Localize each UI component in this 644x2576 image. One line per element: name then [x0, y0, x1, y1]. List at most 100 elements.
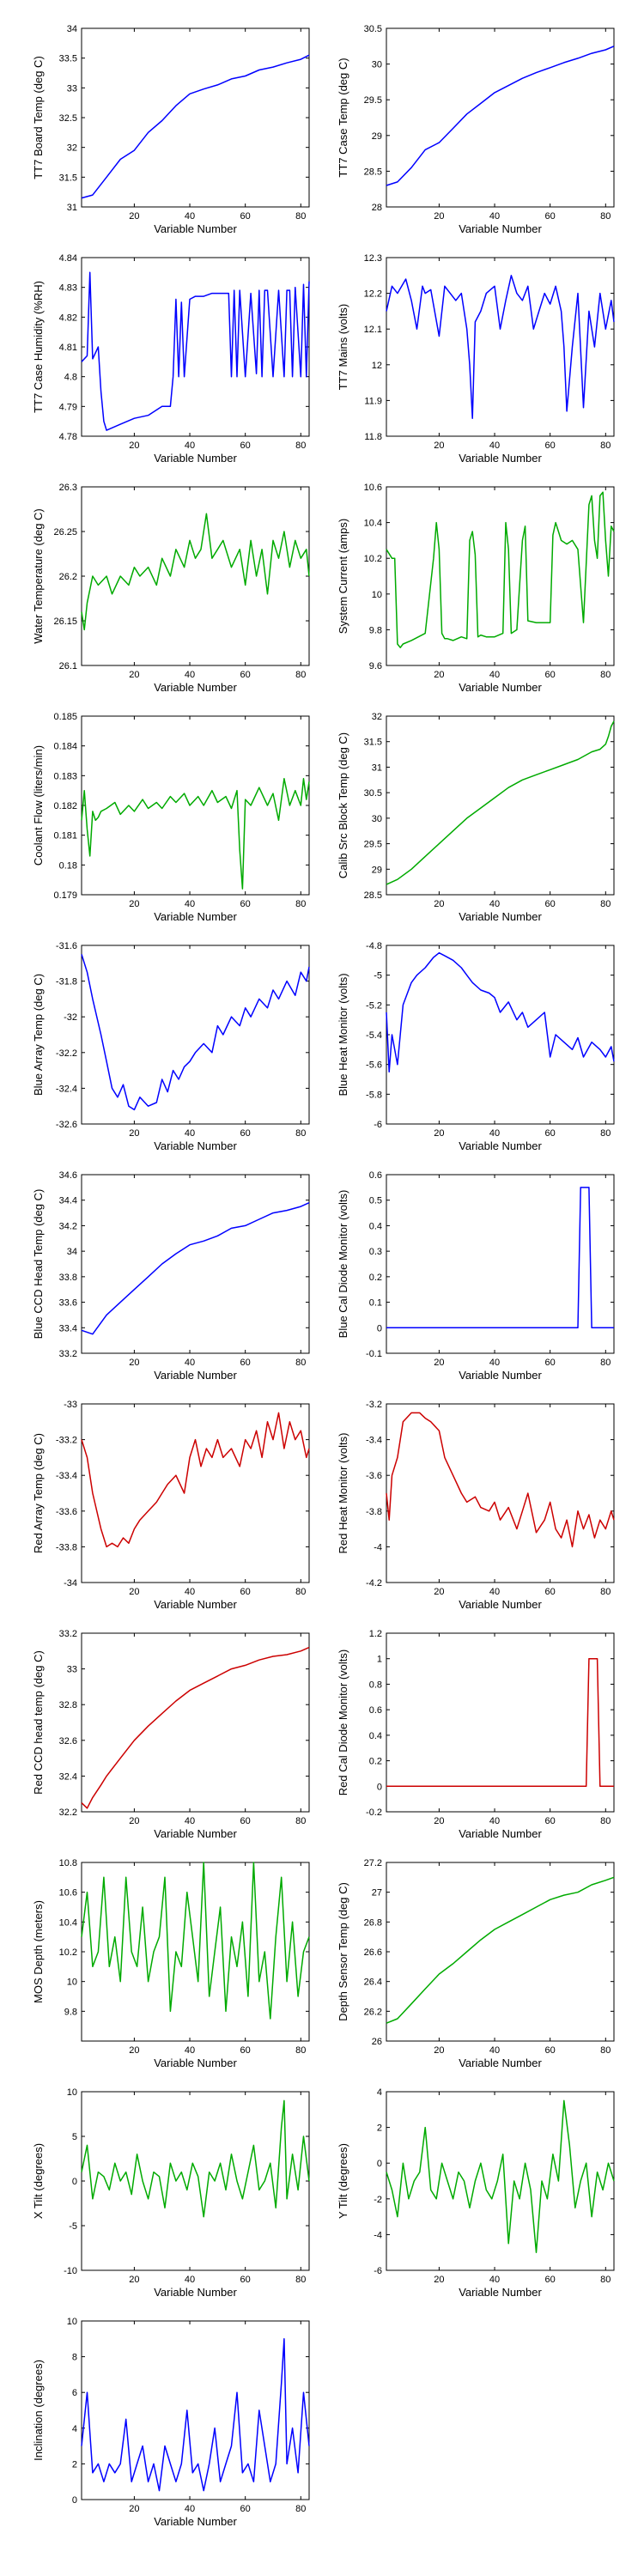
- series-line: [81, 1862, 310, 2020]
- x-tick-label: 60: [545, 211, 556, 222]
- y-tick-label: 0.3: [369, 1247, 382, 1257]
- x-axis-label: Variable Number: [154, 1827, 237, 1840]
- x-tick-label: 80: [295, 1816, 306, 1826]
- x-tick-label: 40: [489, 1358, 500, 1368]
- x-tick-label: 80: [295, 440, 306, 451]
- y-tick-label: 31: [372, 762, 382, 773]
- axes-frame: [386, 1862, 615, 2042]
- y-tick-label: 33.2: [59, 1349, 77, 1359]
- y-axis-label: System Current (amps): [337, 519, 349, 634]
- y-tick-label: 30.5: [364, 788, 382, 799]
- x-axis-label: Variable Number: [459, 2286, 542, 2299]
- axes-frame: [81, 2320, 310, 2500]
- x-axis-label: Variable Number: [154, 910, 237, 923]
- y-tick-label: -31.8: [56, 977, 77, 987]
- y-tick-label: 30: [372, 814, 382, 824]
- x-tick-label: 80: [600, 440, 611, 451]
- x-tick-label: 60: [240, 1587, 251, 1597]
- x-tick-label: 20: [129, 1587, 139, 1597]
- y-tick-label: 0.8: [369, 1680, 382, 1690]
- axes-frame: [386, 1174, 615, 1354]
- y-tick-label: 10: [67, 2087, 77, 2098]
- x-tick-label: 40: [185, 2504, 195, 2514]
- x-axis-label: Variable Number: [459, 1139, 542, 1152]
- x-tick-label: 80: [295, 670, 306, 680]
- y-tick-label: 32.8: [59, 1700, 77, 1710]
- y-tick-label: 5: [72, 2132, 77, 2142]
- series-line: [386, 1412, 615, 1548]
- y-tick-label: 29: [372, 131, 382, 142]
- series-line: [386, 1876, 615, 2024]
- chart-panel-14: 20 40 60 80 -4.2 -4 -3.8 -3.6 -3.4 -3.2 Variable N…: [337, 1400, 615, 1611]
- y-tick-label: 2: [72, 2459, 77, 2470]
- chart-panel-17: 20 40 60 80 9.8 10 10.2 10.4 10.6 10.8 Variable Nu…: [32, 1858, 310, 2069]
- series-line: [81, 1202, 310, 1335]
- y-tick-label: 4.78: [59, 432, 77, 442]
- x-tick-label: 40: [185, 1358, 195, 1368]
- x-tick-label: 40: [489, 440, 500, 451]
- x-tick-label: 40: [489, 211, 500, 222]
- y-tick-label: 0: [72, 2495, 77, 2506]
- series-line: [386, 491, 615, 648]
- x-tick-label: 60: [240, 2045, 251, 2056]
- x-tick-label: 20: [434, 1816, 444, 1826]
- y-axis-label: Red CCD head temp (deg C): [32, 1650, 45, 1795]
- x-tick-label: 60: [545, 899, 556, 909]
- y-tick-label: 4.84: [59, 253, 77, 264]
- y-tick-label: 26.8: [364, 1917, 382, 1928]
- y-tick-label: 8: [72, 2353, 77, 2363]
- chart-panel-1: 20 40 60 80 31 31.5 32 32.5 33 33.5 34 Variable Num…: [32, 24, 310, 235]
- y-axis-label: Red Heat Monitor (volts): [337, 1433, 349, 1554]
- y-tick-label: -6: [374, 2266, 382, 2276]
- x-tick-label: 40: [489, 1128, 500, 1139]
- x-tick-label: 40: [185, 440, 195, 451]
- y-tick-label: 10.8: [59, 1858, 77, 1868]
- x-axis-label: Variable Number: [154, 681, 237, 694]
- y-tick-label: 31: [67, 203, 77, 213]
- y-tick-label: -3.4: [366, 1436, 382, 1446]
- x-tick-label: 80: [295, 211, 306, 222]
- y-axis-label: Blue CCD Head Temp (deg C): [32, 1189, 45, 1340]
- y-tick-label: -5: [374, 971, 382, 981]
- x-tick-label: 20: [434, 1358, 444, 1368]
- y-tick-label: 31.5: [364, 738, 382, 748]
- x-axis-label: Variable Number: [154, 1139, 237, 1152]
- y-tick-label: -33.6: [56, 1507, 77, 1517]
- y-tick-label: 9.6: [369, 661, 382, 671]
- series-line: [386, 275, 615, 419]
- y-tick-label: -4: [374, 2230, 382, 2240]
- axes-frame: [386, 2091, 615, 2271]
- y-axis-label: Calib Src Block Temp (deg C): [337, 732, 349, 878]
- x-tick-label: 20: [129, 670, 139, 680]
- y-tick-label: 26.15: [53, 617, 77, 627]
- y-tick-label: 33.2: [59, 1629, 77, 1639]
- series-line: [81, 271, 310, 431]
- y-tick-label: 4.83: [59, 283, 77, 294]
- y-axis-label: MOS Depth (meters): [32, 1900, 45, 2003]
- y-tick-label: 33.4: [59, 1323, 77, 1334]
- chart-panel-11: 20 40 60 80 33.2 33.4 33.6 33.8 34 34.2 34.4 34.6 Va…: [32, 1170, 310, 1382]
- x-tick-label: 40: [489, 2275, 500, 2285]
- y-tick-label: 0.4: [369, 1731, 382, 1741]
- y-axis-label: Y Tilt (degrees): [337, 2143, 349, 2219]
- x-tick-label: 80: [600, 1358, 611, 1368]
- x-tick-label: 20: [129, 440, 139, 451]
- y-tick-label: 2: [377, 2123, 382, 2134]
- x-axis-label: Variable Number: [459, 910, 542, 923]
- x-axis-label: Variable Number: [459, 681, 542, 694]
- x-tick-label: 40: [185, 1128, 195, 1139]
- chart-panel-4: 20 40 60 80 11.8 11.9 12 12.1 12.2 12.3 Variable N…: [337, 253, 615, 465]
- x-tick-label: 20: [434, 2275, 444, 2285]
- x-tick-label: 20: [434, 670, 444, 680]
- y-tick-label: 0.182: [53, 801, 77, 811]
- x-axis-label: Variable Number: [154, 452, 237, 465]
- y-tick-label: 0: [72, 2177, 77, 2187]
- y-tick-label: 26.4: [364, 1978, 382, 1988]
- x-tick-label: 40: [489, 1587, 500, 1597]
- y-tick-label: 28.5: [364, 167, 382, 177]
- x-axis-label: Variable Number: [459, 1598, 542, 1611]
- y-tick-label: 0.5: [369, 1196, 382, 1206]
- y-tick-label: 32.2: [59, 1807, 77, 1818]
- y-tick-label: -3.2: [366, 1400, 382, 1410]
